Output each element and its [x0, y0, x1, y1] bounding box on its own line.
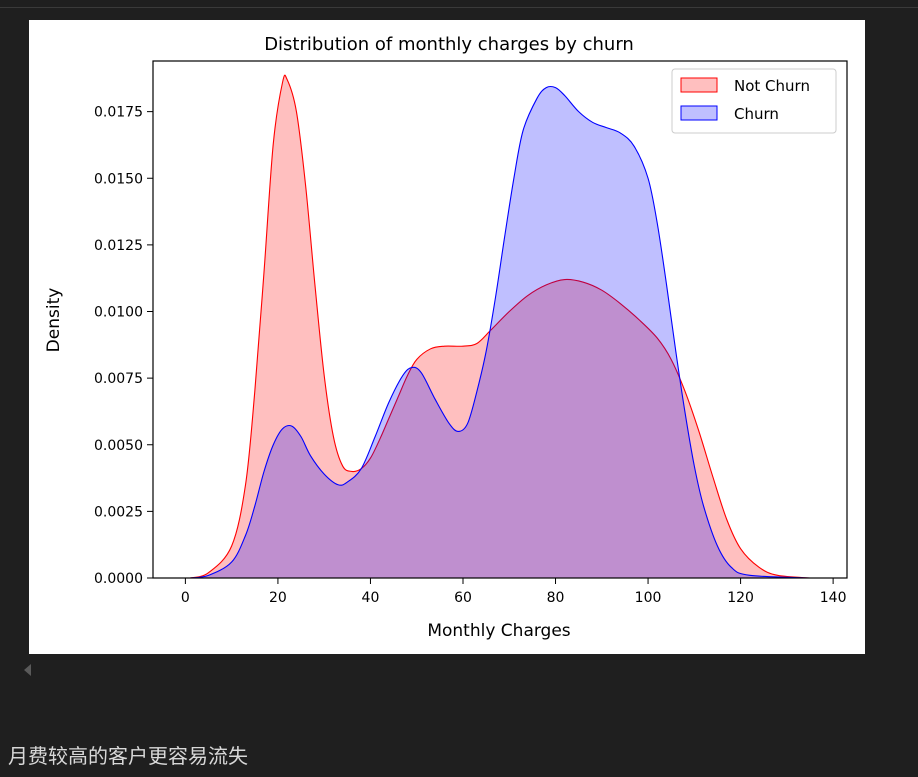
- x-tick-label: 120: [727, 590, 754, 606]
- chart-title: Distribution of monthly charges by churn: [264, 34, 634, 55]
- y-tick-label: 0.0175: [94, 105, 143, 121]
- y-tick-label: 0.0100: [94, 305, 143, 321]
- legend: Not Churn Churn: [671, 68, 837, 134]
- y-tick-label: 0.0000: [94, 571, 143, 587]
- legend-label-churn: Churn: [734, 105, 779, 123]
- scroll-left-arrow-icon[interactable]: [24, 664, 31, 676]
- x-tick-label: 0: [181, 590, 190, 606]
- caption-text: 月费较高的客户更容易流失: [8, 744, 248, 768]
- top-strip: [0, 0, 918, 8]
- y-tick-label: 0.0025: [94, 504, 143, 520]
- kde-line-not-churn: [189, 74, 811, 579]
- x-tick-label: 60: [454, 590, 472, 606]
- kde-area-not-churn: [190, 75, 810, 578]
- x-tick-label: 40: [362, 590, 380, 606]
- y-axis-label: Density: [44, 288, 64, 353]
- chart-figure: Distribution of monthly charges by churn…: [29, 20, 865, 654]
- y-tick-label: 0.0050: [94, 438, 143, 454]
- y-tick-label: 0.0150: [94, 171, 143, 187]
- kde-area-churn: [190, 86, 810, 578]
- kde-chart: Distribution of monthly charges by churn…: [44, 34, 848, 641]
- y-tick-label: 0.0075: [94, 371, 143, 387]
- x-tick-label: 140: [820, 590, 847, 606]
- plot-frame: [152, 60, 848, 579]
- legend-label-not-churn: Not Churn: [734, 77, 810, 95]
- x-tick-label: 100: [635, 590, 662, 606]
- x-axis-label: Monthly Charges: [427, 621, 570, 641]
- x-tick-label: 20: [269, 590, 287, 606]
- legend-swatch-not-churn: [680, 77, 718, 93]
- legend-swatch-churn: [680, 105, 718, 121]
- y-tick-label: 0.0125: [94, 238, 143, 254]
- x-tick-label: 80: [547, 590, 565, 606]
- kde-line-churn: [189, 85, 811, 579]
